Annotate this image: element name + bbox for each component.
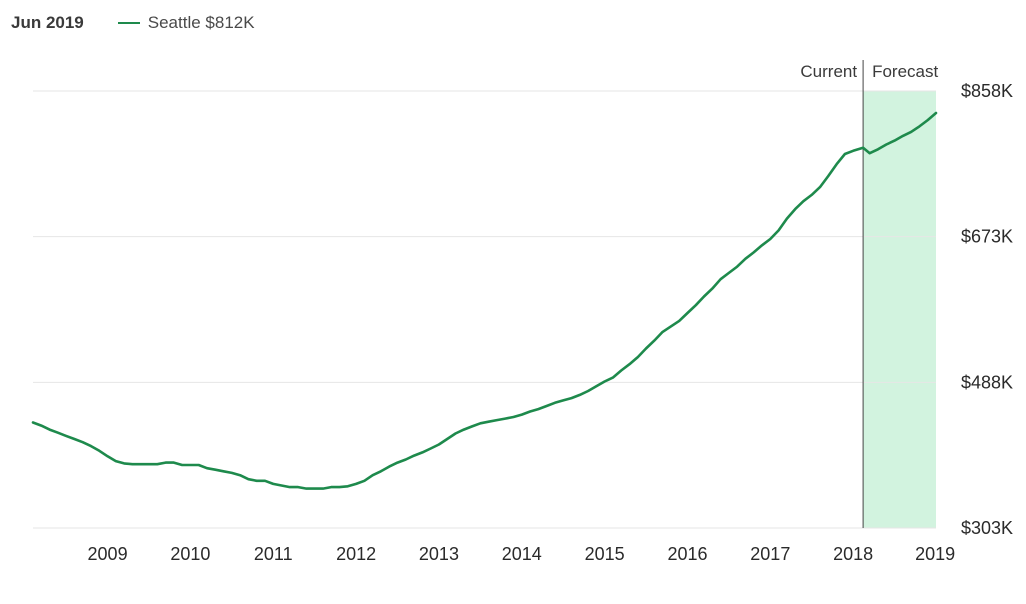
y-axis-labels: $858K $673K $488K $303K [961,81,1013,538]
y-tick-label: $488K [961,372,1013,392]
x-tick-label: 2017 [750,544,790,564]
forecast-label: Forecast [872,62,938,81]
forecast-region-layer [863,91,936,528]
y-tick-label: $858K [961,81,1013,101]
legend[interactable]: Seattle $812K [117,13,255,33]
x-tick-label: 2018 [833,544,873,564]
x-tick-label: 2013 [419,544,459,564]
series-layer [31,111,938,490]
y-tick-label: $303K [961,518,1013,538]
forecast-region [863,91,936,528]
x-tick-label: 2019 [915,544,955,564]
x-tick-label: 2015 [585,544,625,564]
x-tick-label: 2012 [336,544,376,564]
series-line [31,111,938,490]
y-tick-label: $673K [961,227,1013,247]
x-tick-label: 2009 [88,544,128,564]
date-label: Jun 2019 [11,13,84,32]
current-forecast-marker-layer: Current Forecast [800,60,939,528]
x-tick-label: 2011 [254,544,293,564]
grid-layer [33,90,936,529]
x-tick-label: 2010 [170,544,210,564]
legend-line-swatch [117,22,140,24]
x-tick-label: 2014 [502,544,542,564]
chart-header: Jun 2019 Seattle $812K [11,9,255,37]
x-tick-label: 2016 [667,544,707,564]
legend-label: Seattle $812K [147,13,255,32]
current-label: Current [800,62,857,81]
x-axis-labels: 2009 2010 2011 2012 2013 2014 2015 2016 2017 2018… [88,544,956,564]
